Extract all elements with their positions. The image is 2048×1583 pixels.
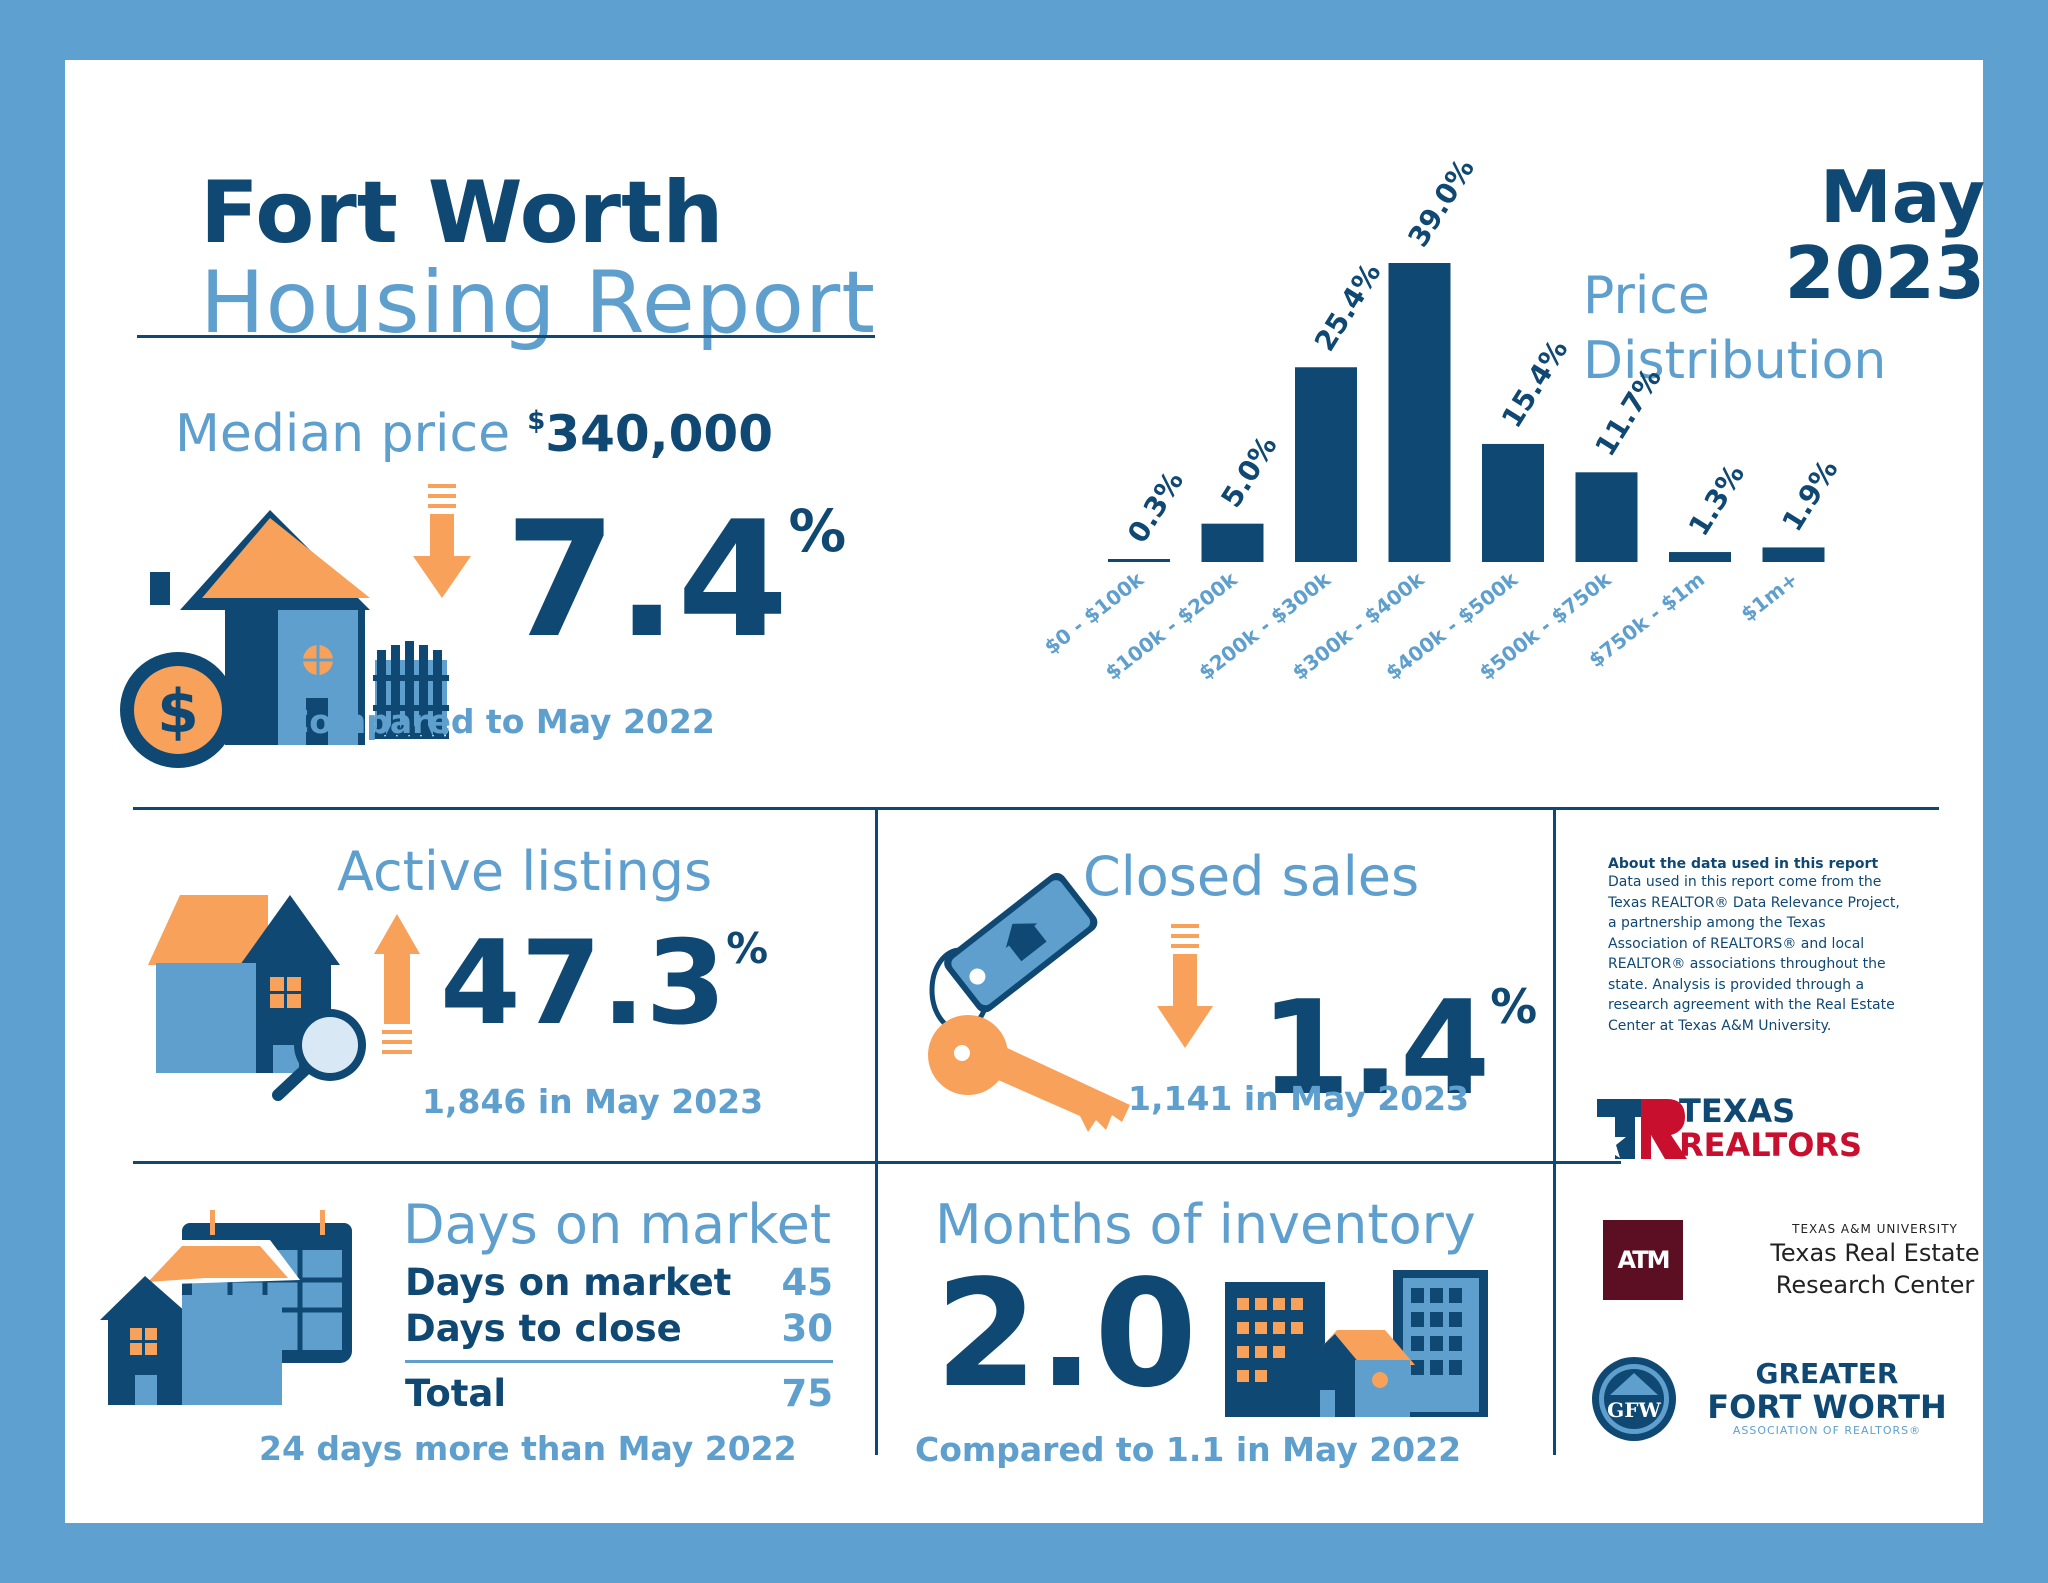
- bar-value-label: 5.0%: [1214, 430, 1283, 513]
- active-listings-title: Active listings: [337, 840, 713, 903]
- bar-5: [1575, 472, 1638, 562]
- dom-total-divider: [405, 1360, 833, 1363]
- chart-title: Price Distribution: [1583, 264, 1886, 394]
- closed-sub: 1,141 in May 2023: [1128, 1079, 1470, 1118]
- title-divider: [137, 335, 875, 338]
- about-line: Data used in this report come from the: [1608, 874, 1882, 890]
- bar-value-label: 15.4%: [1495, 334, 1574, 434]
- texas-realtors-logo: TEXAS REALTORS: [1679, 1094, 1862, 1162]
- about-line: REALTOR® associations throughout the: [1608, 956, 1886, 972]
- bar-value-label: 11.7%: [1588, 362, 1667, 462]
- bar-4: [1482, 443, 1544, 562]
- report-month: May: [1820, 155, 1985, 239]
- tamu-logo-mark: ATM: [1603, 1220, 1683, 1300]
- about-line: state. Analysis is provided through a: [1608, 976, 1865, 993]
- report-date: May 2023: [1715, 155, 1985, 315]
- report-year: 2023: [1784, 230, 1985, 315]
- tamu-small-text: TEXAS A&M UNIVERSITY: [1792, 1222, 1958, 1236]
- dom-total-label: Total: [405, 1372, 507, 1415]
- title-subtitle: Housing Report: [200, 253, 877, 353]
- title-city: Fort Worth: [200, 163, 724, 263]
- active-change-value: 47.3: [440, 916, 727, 1051]
- median-price-symbol: $: [527, 406, 546, 436]
- gfw-mark-text: GFW: [1607, 1398, 1661, 1422]
- bar-value-label: 1.9%: [1775, 454, 1844, 537]
- tamu-logo-text: TEXAS A&M UNIVERSITY Texas Real Estate R…: [1715, 1222, 2035, 1300]
- bar-3: [1388, 263, 1451, 562]
- section-divider-top: [133, 807, 1939, 810]
- closed-change: 1.4%: [1260, 983, 1537, 1113]
- median-compare: Compared to May 2022: [285, 702, 715, 741]
- arrow-up-icon: [374, 914, 420, 1054]
- bar-value-label: 39.0%: [1401, 153, 1480, 253]
- bar-7: [1762, 547, 1825, 562]
- chart-title-line2: Distribution: [1583, 331, 1887, 391]
- gfw-logo-text: GREATER FORT WORTH ASSOCIATION OF REALTO…: [1682, 1357, 1972, 1438]
- median-change: 7.4%: [505, 500, 846, 660]
- gfw-text-2: FORT WORTH: [1707, 1388, 1947, 1426]
- about-line: Texas REALTOR® Data Relevance Project,: [1608, 894, 1900, 911]
- chart-title-line1: Price: [1583, 266, 1710, 326]
- house-money-icon: $: [120, 510, 370, 768]
- tamu-line-1: Texas Real Estate: [1770, 1239, 1980, 1267]
- median-change-value: 7.4: [505, 486, 789, 673]
- bar-value-label: 0.3%: [1121, 465, 1190, 548]
- inventory-title: Months of inventory: [935, 1193, 1476, 1256]
- gfw-text-1: GREATER: [1755, 1357, 1899, 1390]
- inventory-value: 2.0: [935, 1248, 1198, 1420]
- arrow-down-icon-2: [1157, 924, 1213, 1048]
- bar-2: [1295, 367, 1357, 562]
- median-price-line: Median price $340,000: [175, 404, 773, 464]
- gfw-text-3: ASSOCIATION OF REALTORS®: [1732, 1424, 1922, 1437]
- bar-0: [1108, 559, 1170, 562]
- gfw-logo-icon: GFW: [1592, 1357, 1676, 1441]
- active-change: 47.3%: [440, 926, 768, 1042]
- fence-icon: [373, 641, 449, 739]
- about-line: research agreement with the Real Estate: [1608, 997, 1895, 1013]
- median-price-value: 340,000: [545, 405, 774, 463]
- bar-category-label: $1m+: [1736, 567, 1802, 626]
- dom-title: Days on market: [403, 1193, 831, 1256]
- active-sub: 1,846 in May 2023: [422, 1082, 764, 1121]
- dom-row-2-label: Days to close: [405, 1307, 682, 1350]
- texas-realtors-text-2: REALTORS: [1679, 1126, 1863, 1164]
- about-block: About the data used in this report Data …: [1608, 856, 1948, 1036]
- dom-total-value: 75: [781, 1372, 834, 1415]
- inventory-sub: Compared to 1.1 in May 2022: [915, 1430, 1462, 1469]
- about-line: Association of REALTORS® and local: [1608, 935, 1865, 952]
- report-card: Fort Worth Housing Report May 2023 Media…: [65, 60, 1985, 1523]
- bar-value-label: 1.3%: [1682, 458, 1751, 541]
- about-line: Center at Texas A&M University.: [1608, 1017, 1832, 1034]
- tamu-line-2: Research Center: [1775, 1271, 1975, 1299]
- median-price-label: Median price: [175, 404, 511, 464]
- column-divider-1: [875, 810, 878, 1455]
- closed-sales-title: Closed sales: [1083, 845, 1420, 908]
- about-line: a partnership among the Texas: [1608, 915, 1826, 931]
- calendar-house-icon: [100, 1210, 352, 1405]
- svg-text:$: $: [157, 677, 199, 747]
- house-search-icon: [148, 895, 366, 1101]
- dom-row-1-value: 45: [781, 1261, 834, 1304]
- dom-row-1-label: Days on market: [405, 1261, 732, 1304]
- buildings-icon: [1225, 1270, 1488, 1417]
- bar-value-label: 25.4%: [1308, 257, 1387, 357]
- bar-1: [1201, 523, 1264, 562]
- column-divider-2: [1553, 810, 1556, 1455]
- dom-row-2-value: 30: [781, 1307, 834, 1350]
- bar-6: [1669, 552, 1731, 562]
- about-heading: About the data used in this report: [1608, 856, 1879, 872]
- closed-change-pct: %: [1490, 981, 1538, 1036]
- texas-realtors-text-1: TEXAS: [1679, 1092, 1796, 1130]
- texas-realtors-logo-icon: [1597, 1099, 1687, 1159]
- active-change-pct: %: [726, 924, 769, 974]
- closed-change-value: 1.4: [1260, 972, 1491, 1124]
- dom-sub: 24 days more than May 2022: [259, 1429, 797, 1468]
- key-tag-icon: [928, 872, 1130, 1132]
- median-change-pct: %: [788, 497, 847, 565]
- arrow-down-icon: [413, 484, 471, 598]
